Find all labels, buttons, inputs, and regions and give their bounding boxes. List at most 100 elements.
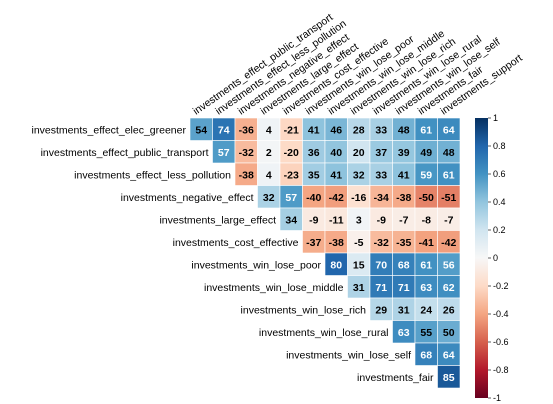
cell-value-label: 29 — [375, 304, 387, 316]
cell-value-label: -38 — [239, 169, 254, 181]
row-label: investments_fair — [357, 372, 434, 384]
colorbar-tick-label: -0.6 — [493, 337, 509, 347]
cell-value-label: 31 — [398, 304, 410, 316]
cell-value-label: 34 — [285, 214, 297, 226]
row-label: investments_win_lose_self — [286, 349, 411, 361]
cell-value-label: 2 — [266, 147, 272, 159]
colorbar-tick-label: -0.4 — [493, 309, 509, 319]
colorbar-tick-label: -1 — [493, 393, 501, 403]
colorbar-tick-label: 0.2 — [493, 225, 506, 235]
cell-value-label: 59 — [420, 169, 432, 181]
colorbar: 1 0.8 0.6 0.4 0.2 0 -0.2 -0.4 -0.6 -0.8 -1 — [475, 113, 509, 403]
colorbar-tick-label: -0.8 — [493, 365, 509, 375]
cell-value-label: 80 — [330, 259, 342, 271]
cell-value-label: 62 — [443, 282, 455, 294]
cell-value-label: 71 — [375, 282, 387, 294]
cell-value-label: 33 — [375, 124, 387, 136]
cell-value-label: 48 — [398, 124, 410, 136]
colorbar-tick-label: 0.6 — [493, 169, 506, 179]
cell-value-label: -9 — [377, 214, 386, 226]
cell-value-label: 4 — [266, 169, 272, 181]
row-label: investments_win_lose_middle — [204, 282, 344, 294]
row-label: investments_large_effect — [159, 214, 276, 226]
cell-value-label: -8 — [422, 214, 431, 226]
cell-value-label: -35 — [396, 237, 411, 249]
cell-value-label: -11 — [329, 214, 344, 226]
cell-value-label: 39 — [398, 147, 410, 159]
cell-value-label: 15 — [353, 259, 365, 271]
colorbar-gradient — [475, 118, 488, 398]
heatmap-cells: 54 74 -36 4 -21 41 46 28 33 48 61 64 57 -32 2 -20 36 40 20… — [189, 117, 461, 389]
cell-value-label: 32 — [263, 192, 275, 204]
row-label: investments_win_lose_rural — [259, 327, 389, 339]
cell-value-label: -20 — [284, 147, 299, 159]
cell-value-label: 40 — [330, 147, 342, 159]
cell-value-label: 68 — [398, 259, 410, 271]
heatmap-cell — [437, 365, 461, 389]
colorbar-tick-label: -0.2 — [493, 281, 509, 291]
cell-value-label: 85 — [443, 372, 455, 384]
cell-value-label: 48 — [443, 147, 455, 159]
cell-value-label: -42 — [441, 237, 456, 249]
cell-value-label: 57 — [218, 147, 230, 159]
colorbar-tick-label: 0.8 — [493, 141, 506, 151]
cell-value-label: 71 — [398, 282, 410, 294]
cell-value-label: 20 — [353, 147, 365, 159]
cell-value-label: 46 — [330, 124, 342, 136]
colorbar-tick-label: 0.4 — [493, 197, 506, 207]
cell-value-label: 64 — [443, 124, 455, 136]
colorbar-tick-label: 1 — [493, 113, 498, 123]
cell-value-label: -32 — [374, 237, 389, 249]
cell-value-label: 54 — [195, 124, 207, 136]
cell-value-label: 49 — [420, 147, 432, 159]
cell-value-label: 55 — [420, 327, 432, 339]
row-labels: investments_effect_elec_greener investmen… — [32, 124, 434, 384]
row-label: investments_cost_effective — [173, 237, 299, 249]
cell-value-label: -40 — [306, 192, 321, 204]
cell-value-label: -23 — [284, 169, 299, 181]
row-label: investments_win_lose_poor — [191, 259, 321, 271]
cell-value-label: -37 — [306, 237, 321, 249]
cell-value-label: 68 — [420, 349, 432, 361]
cell-value-label: 41 — [308, 124, 320, 136]
cell-value-label: 61 — [443, 169, 455, 181]
cell-value-label: -32 — [239, 147, 254, 159]
row-label: investments_win_lose_rich — [241, 304, 367, 316]
cell-value-label: 35 — [308, 169, 320, 181]
cell-value-label: -34 — [374, 192, 389, 204]
row-label: investments_effect_public_transport — [41, 147, 209, 159]
colorbar-tick-label: 0 — [493, 253, 498, 263]
cell-value-label: -41 — [419, 237, 434, 249]
row-label: investments_effect_less_pollution — [74, 169, 231, 181]
cell-value-label: -42 — [329, 192, 344, 204]
cell-value-label: 3 — [356, 214, 362, 226]
cell-value-label: 70 — [375, 259, 387, 271]
cell-value-label: -7 — [444, 214, 453, 226]
row-label: investments_negative_effect — [121, 192, 254, 204]
cell-value-label: -51 — [441, 192, 456, 204]
cell-value-label: 50 — [443, 327, 455, 339]
cell-value-label: 63 — [398, 327, 410, 339]
cell-value-label: 41 — [330, 169, 342, 181]
cell-value-label: 24 — [420, 304, 432, 316]
cell-value-label: -16 — [351, 192, 366, 204]
cell-value-label: 64 — [443, 349, 455, 361]
cell-value-label: -38 — [396, 192, 411, 204]
cell-value-label: -9 — [309, 214, 318, 226]
cell-value-label: -21 — [284, 124, 299, 136]
cell-value-label: 26 — [443, 304, 455, 316]
cell-value-label: 32 — [353, 169, 365, 181]
cell-value-label: -50 — [419, 192, 434, 204]
cell-value-label: 31 — [353, 282, 365, 294]
cell-value-label: 74 — [218, 124, 230, 136]
cell-value-label: 33 — [375, 169, 387, 181]
cell-value-label: 57 — [285, 192, 297, 204]
cell-value-label: 63 — [420, 282, 432, 294]
cell-value-label: 56 — [443, 259, 455, 271]
row-label: investments_effect_elec_greener — [32, 124, 187, 136]
cell-value-label: 28 — [353, 124, 365, 136]
cell-value-label: 36 — [308, 147, 320, 159]
cell-value-label: 41 — [398, 169, 410, 181]
cell-value-label: 4 — [266, 124, 272, 136]
